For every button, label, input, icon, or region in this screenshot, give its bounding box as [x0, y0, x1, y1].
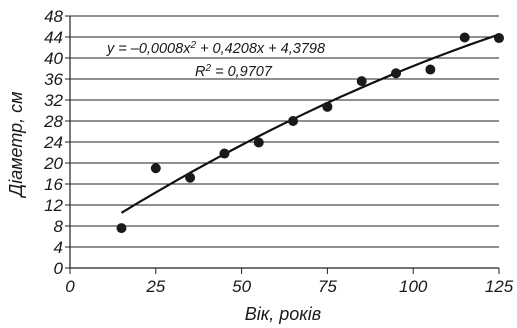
y-tick-label: 24	[43, 133, 63, 152]
y-tick-label: 20	[43, 154, 63, 173]
y-tick-label: 32	[44, 91, 63, 110]
y-tick-label: 28	[43, 112, 63, 131]
data-point	[253, 137, 264, 148]
y-axis-title: Діаметр, см	[6, 92, 26, 199]
x-tick-label: 125	[485, 277, 514, 296]
y-tick-label: 16	[44, 175, 63, 194]
y-tick-label: 12	[44, 196, 63, 215]
y-tick-label: 40	[44, 49, 63, 68]
x-tick-labels: 0 25 50 75 100 125	[65, 277, 513, 296]
trendline-equation: y = –0,0008x2 + 0,4208x + 4,3798	[106, 40, 325, 58]
r-squared-label: R2 = 0,9707	[195, 63, 273, 81]
data-point	[391, 68, 402, 79]
data-point	[425, 64, 436, 75]
data-point	[494, 33, 504, 44]
trendline	[120, 33, 500, 214]
data-point	[116, 223, 127, 234]
y-tick-label: 44	[44, 28, 63, 47]
data-point	[356, 76, 367, 87]
x-tick-label: 25	[145, 277, 165, 296]
x-tick-label: 100	[399, 277, 428, 296]
data-point	[322, 101, 333, 112]
axes	[65, 15, 500, 274]
x-tick-label: 50	[232, 277, 251, 296]
y-tick-label: 4	[54, 238, 63, 257]
x-axis-title: Вік, років	[245, 304, 321, 324]
y-tick-label: 48	[44, 7, 63, 26]
x-tick-label: 75	[318, 277, 337, 296]
y-tick-label: 36	[44, 70, 63, 89]
x-tick-label: 0	[65, 277, 75, 296]
y-tick-label: 0	[54, 259, 64, 278]
y-tick-label: 8	[54, 217, 64, 236]
data-point	[185, 172, 196, 183]
data-point	[150, 163, 161, 174]
data-point	[219, 148, 230, 159]
data-point	[459, 32, 470, 43]
data-points	[116, 32, 504, 234]
data-point	[288, 116, 299, 126]
grid-lines	[70, 15, 499, 269]
trendline-group	[120, 33, 500, 214]
